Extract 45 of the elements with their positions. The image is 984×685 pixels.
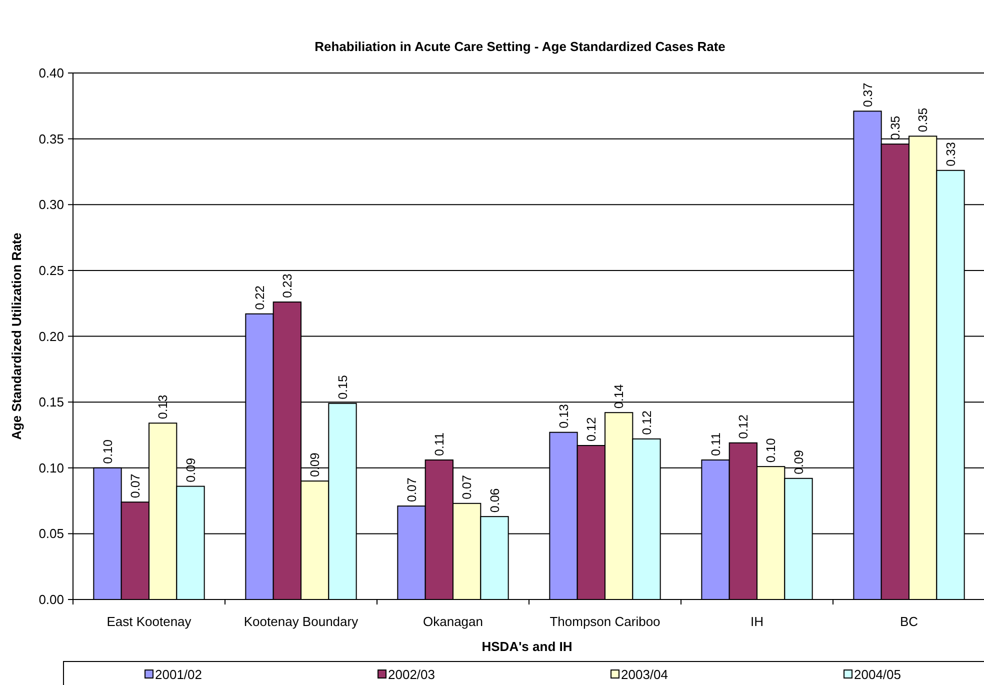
legend-label: 2004/05 [854, 667, 901, 682]
data-label: 0.14 [612, 384, 626, 409]
y-tick-label: 0.05 [38, 526, 64, 542]
data-label: 0.23 [280, 274, 295, 298]
x-tick-label: Kootenay Boundary [244, 614, 359, 629]
x-tick-label: IH [750, 614, 764, 629]
data-label: 0.22 [252, 285, 267, 310]
data-label: 0.11 [432, 432, 447, 456]
data-label: 0.35 [916, 108, 930, 132]
data-label: 0.07 [128, 474, 143, 498]
legend-label: 2001/02 [155, 667, 202, 682]
legend-label: 2003/04 [621, 667, 668, 682]
data-label: 0.10 [100, 440, 115, 464]
data-label: 0.12 [640, 410, 654, 435]
x-tick-label: Thompson Cariboo [550, 614, 660, 629]
data-label: 0.10 [764, 438, 778, 463]
x-tick-label: Okanagan [423, 614, 483, 629]
x-tick-label: East Kootenay [106, 614, 192, 629]
y-tick-label: 0.00 [38, 592, 64, 608]
data-label: 0.09 [792, 450, 806, 474]
data-label: 0.15 [336, 375, 350, 400]
x-tick-label: BC [900, 614, 918, 629]
legend-label: 2002/03 [388, 667, 435, 682]
y-tick-label: 0.10 [38, 460, 64, 476]
y-tick-label: 0.15 [38, 394, 64, 410]
y-tick-label: 0.20 [38, 328, 64, 344]
data-label: 0.07 [404, 478, 419, 502]
y-tick-label: 0.40 [38, 66, 64, 81]
data-label: 0.12 [736, 414, 751, 439]
data-label: 0.06 [488, 488, 502, 513]
data-label: 0.12 [584, 417, 599, 442]
y-axis-title: Age Standardized Utilization Rate [9, 232, 24, 440]
data-label: 0.13 [156, 394, 170, 420]
data-label: 0.11 [708, 432, 723, 456]
y-tick-label: 0.25 [38, 262, 64, 278]
data-label: 0.09 [308, 452, 322, 478]
data-label: 0.09 [184, 458, 198, 482]
data-label: 0.33 [944, 142, 958, 166]
data-label: 0.13 [556, 404, 571, 428]
chart-title: Rehabiliation in Acute Care Setting - Age Standardized Cases Rate [314, 39, 726, 54]
data-label: 0.37 [860, 82, 875, 108]
y-tick-label: 0.35 [38, 131, 64, 146]
data-label: 0.07 [460, 475, 474, 500]
y-tick-label: 0.30 [38, 197, 64, 212]
x-axis-title: HSDA's and IH [482, 639, 572, 654]
